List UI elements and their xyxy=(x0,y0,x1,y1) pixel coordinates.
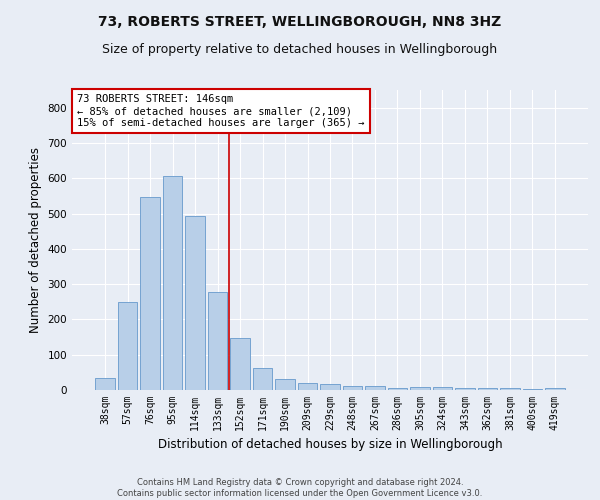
Bar xyxy=(388,388,407,390)
Text: 73 ROBERTS STREET: 146sqm
← 85% of detached houses are smaller (2,109)
15% of se: 73 ROBERTS STREET: 146sqm ← 85% of detac… xyxy=(77,94,365,128)
Bar xyxy=(163,176,182,390)
Bar xyxy=(433,387,452,390)
Bar xyxy=(365,386,385,390)
Bar xyxy=(478,388,497,390)
Bar xyxy=(523,389,542,390)
Bar xyxy=(500,388,520,390)
Bar xyxy=(455,388,475,390)
Bar xyxy=(320,384,340,390)
Text: Contains HM Land Registry data © Crown copyright and database right 2024.
Contai: Contains HM Land Registry data © Crown c… xyxy=(118,478,482,498)
Text: 73, ROBERTS STREET, WELLINGBOROUGH, NN8 3HZ: 73, ROBERTS STREET, WELLINGBOROUGH, NN8 … xyxy=(98,15,502,29)
Bar xyxy=(275,378,295,390)
Bar xyxy=(208,292,227,390)
Bar xyxy=(230,338,250,390)
Bar xyxy=(343,386,362,390)
Bar xyxy=(95,378,115,390)
Bar xyxy=(253,368,272,390)
Bar xyxy=(545,388,565,390)
Bar xyxy=(118,302,137,390)
Text: Size of property relative to detached houses in Wellingborough: Size of property relative to detached ho… xyxy=(103,42,497,56)
X-axis label: Distribution of detached houses by size in Wellingborough: Distribution of detached houses by size … xyxy=(158,438,502,452)
Bar xyxy=(140,196,160,390)
Bar xyxy=(185,216,205,390)
Bar xyxy=(298,383,317,390)
Y-axis label: Number of detached properties: Number of detached properties xyxy=(29,147,42,333)
Bar xyxy=(410,387,430,390)
